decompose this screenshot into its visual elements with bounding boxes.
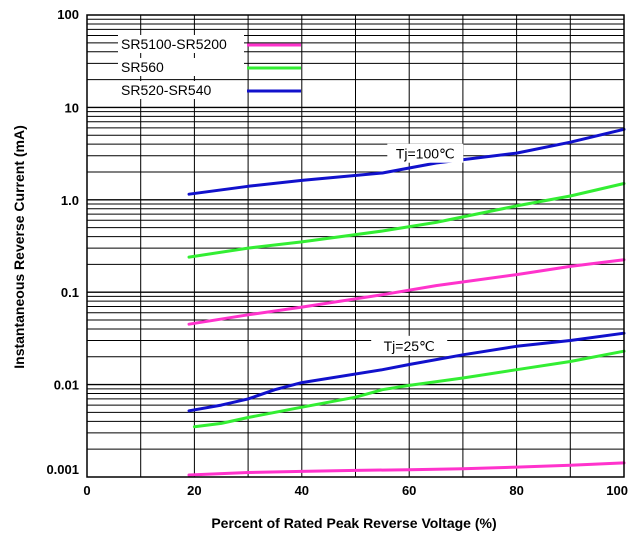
x-tick-label: 80 bbox=[509, 483, 523, 498]
legend-label: SR560 bbox=[121, 59, 164, 75]
x-tick-label: 100 bbox=[606, 483, 628, 498]
x-tick-labels: 0 20 40 60 80 100 bbox=[83, 483, 628, 498]
y-tick-label: 10 bbox=[65, 100, 79, 115]
series-line-sr560-tj100 bbox=[187, 182, 626, 259]
series-lines bbox=[187, 127, 626, 477]
annotation-label: Tj=100℃ bbox=[396, 146, 455, 162]
annotation-label: Tj=25℃ bbox=[384, 338, 435, 354]
y-tick-label: 100 bbox=[57, 7, 79, 22]
series-line-sr520-sr540-tj100 bbox=[187, 127, 626, 196]
x-tick-label: 0 bbox=[83, 483, 90, 498]
legend-label: SR5100-SR5200 bbox=[121, 36, 227, 52]
series-line-sr5100-sr5200-tj100 bbox=[187, 258, 626, 326]
y-tick-labels: 0.001 0.01 0.1 1.0 10 100 bbox=[46, 7, 79, 477]
y-tick-label: 0.1 bbox=[61, 285, 79, 300]
y-tick-label: 0.001 bbox=[46, 462, 79, 477]
x-tick-label: 20 bbox=[187, 483, 201, 498]
annotation-background bbox=[371, 335, 448, 355]
x-tick-label: 40 bbox=[295, 483, 309, 498]
y-tick-label: 1.0 bbox=[61, 193, 79, 208]
series-line-sr5100-sr5200-tj25 bbox=[187, 461, 626, 477]
x-axis-title: Percent of Rated Peak Reverse Voltage (%… bbox=[211, 515, 496, 531]
y-tick-label: 0.01 bbox=[54, 378, 79, 393]
legend-label-background bbox=[118, 81, 244, 99]
legend-label-background bbox=[118, 35, 244, 53]
plot-frame bbox=[86, 14, 625, 478]
y-axis-title: Instantaneous Reverse Current (mA) bbox=[11, 125, 27, 369]
grid bbox=[87, 15, 624, 477]
legend-label-background bbox=[118, 58, 244, 76]
legend: SR5100-SR5200 SR560 SR520-SR540 bbox=[118, 35, 301, 99]
annotations: Tj=100℃ Tj=25℃ bbox=[371, 143, 464, 355]
legend-label: SR520-SR540 bbox=[121, 82, 211, 98]
series-line-sr560-tj25 bbox=[192, 349, 626, 429]
annotation-background bbox=[387, 143, 464, 163]
series-line-sr520-sr540-tj25 bbox=[187, 331, 626, 413]
x-tick-label: 60 bbox=[402, 483, 416, 498]
